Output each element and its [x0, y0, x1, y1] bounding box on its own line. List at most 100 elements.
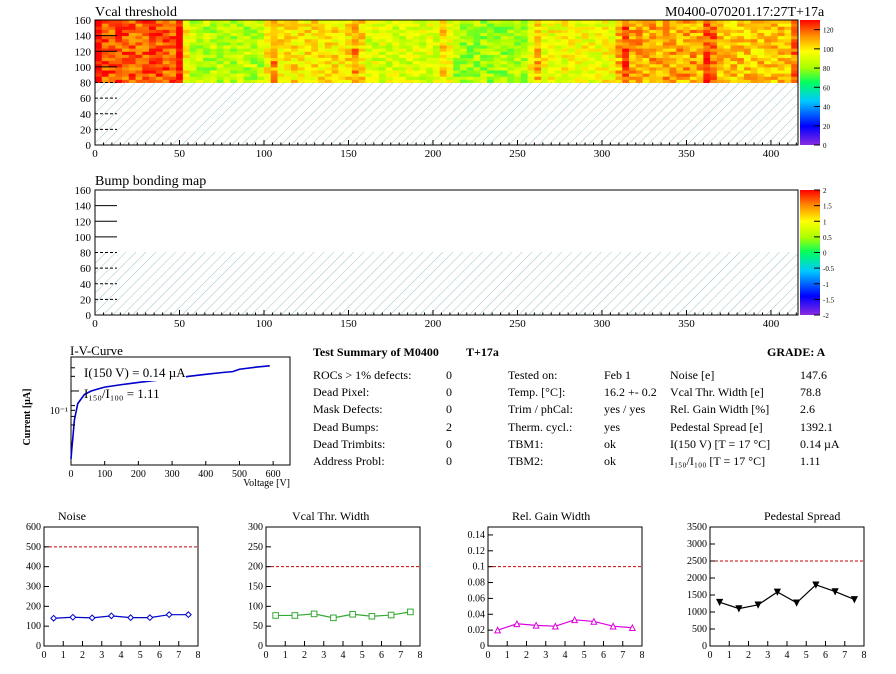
heatmap-cell [507, 76, 515, 80]
heatmap-cell [236, 32, 245, 37]
heatmap-cell [345, 57, 353, 62]
heatmap-cell [689, 70, 698, 74]
heatmap-cell [419, 20, 427, 24]
heatmap-cell [588, 57, 596, 62]
heatmap-cell [250, 54, 258, 58]
heatmap-cell [507, 60, 515, 65]
heatmap-cell [764, 26, 772, 30]
heatmap-cell [135, 35, 143, 40]
heatmap-cell [770, 41, 779, 46]
heatmap-cell [514, 60, 522, 65]
heatmap-cell [777, 73, 785, 77]
heatmap-cell [365, 66, 373, 71]
heatmap-cell [635, 57, 644, 62]
heatmap-cell [608, 38, 616, 43]
heatmap-cell [689, 38, 698, 43]
heatmap-cell [230, 70, 238, 74]
heatmap-cell [493, 32, 502, 37]
heatmap-cell [230, 45, 238, 49]
heatmap-cell [757, 29, 765, 33]
heatmap-cell [419, 23, 427, 27]
heatmap-cell [581, 45, 589, 49]
trend-point [716, 598, 724, 607]
heatmap-cell [480, 70, 488, 74]
heatmap-cell [743, 73, 752, 77]
heatmap-cell [203, 70, 211, 74]
heatmap-cell [351, 70, 360, 74]
heatmap-cell [230, 51, 238, 55]
vcal-map-cells [95, 20, 799, 83]
heatmap-cell [297, 63, 306, 68]
heatmap-cell [230, 48, 238, 52]
heatmap-cell [385, 63, 393, 68]
heatmap-cell [595, 48, 603, 52]
trend-point [272, 612, 279, 619]
heatmap-cell [629, 70, 637, 74]
heatmap-cell [230, 73, 238, 77]
heatmap-cell [318, 26, 326, 30]
heatmap-cell [169, 51, 177, 55]
heatmap-cell [507, 45, 515, 49]
heatmap-cell [324, 38, 333, 43]
heatmap-cell [284, 79, 292, 83]
heatmap-cell [176, 41, 184, 46]
y-tick-label: 0 [86, 140, 92, 152]
y-tick-label: 140 [75, 201, 92, 213]
heatmap-cell [622, 54, 630, 58]
heatmap-cell [730, 51, 738, 55]
heatmap-cell [135, 32, 143, 37]
heatmap-cell [656, 70, 664, 74]
trend-x-tick-label: 0 [708, 650, 713, 661]
heatmap-cell [777, 35, 785, 40]
heatmap-cell [723, 51, 731, 55]
heatmap-cell [473, 38, 481, 43]
x-tick-label: 200 [425, 148, 442, 160]
heatmap-cell [527, 63, 535, 68]
heatmap-cell [149, 20, 157, 24]
heatmap-cell [683, 73, 691, 77]
heatmap-cell [351, 73, 360, 77]
heatmap-cell [588, 66, 596, 71]
trend-y-tick-label: 0.08 [468, 578, 486, 589]
heatmap-cell [784, 29, 792, 33]
trend-x-tick-label: 8 [418, 650, 423, 661]
heatmap-cell [730, 63, 738, 68]
heatmap-cell [615, 54, 623, 58]
heatmap-cell [480, 29, 488, 33]
heatmap-cell [595, 60, 603, 65]
heatmap-cell [561, 57, 569, 62]
heatmap-cell [615, 35, 623, 40]
heatmap-cell [169, 60, 177, 65]
heatmap-cell [345, 41, 353, 46]
heatmap-cell [662, 76, 671, 80]
heatmap-cell [412, 41, 420, 46]
heatmap-cell [568, 45, 576, 49]
heatmap-cell [743, 66, 752, 71]
heatmap-cell [372, 66, 380, 71]
heatmap-cell [95, 66, 103, 71]
heatmap-cell [710, 45, 718, 49]
heatmap-cell [338, 63, 346, 68]
heatmap-cell [95, 76, 103, 80]
trend-x-tick-label: 4 [563, 650, 568, 661]
heatmap-cell [615, 38, 623, 43]
heatmap-cell [507, 48, 515, 52]
heatmap-cell [162, 32, 170, 37]
heatmap-cell [162, 20, 170, 24]
heatmap-cell [446, 79, 454, 83]
heatmap-cell [723, 70, 731, 74]
heatmap-cell [716, 29, 725, 33]
heatmap-cell [568, 38, 576, 43]
heatmap-cell [257, 26, 265, 30]
y-tick-label: 100 [75, 232, 92, 244]
heatmap-cell [372, 54, 380, 58]
heatmap-cell [615, 63, 623, 68]
heatmap-cell [737, 32, 745, 37]
heatmap-cell [399, 26, 407, 30]
heatmap-cell [595, 70, 603, 74]
heatmap-cell [757, 23, 765, 27]
heatmap-cell [642, 41, 650, 46]
heatmap-cell [777, 41, 785, 46]
heatmap-cell [743, 38, 752, 43]
heatmap-cell [574, 54, 583, 58]
